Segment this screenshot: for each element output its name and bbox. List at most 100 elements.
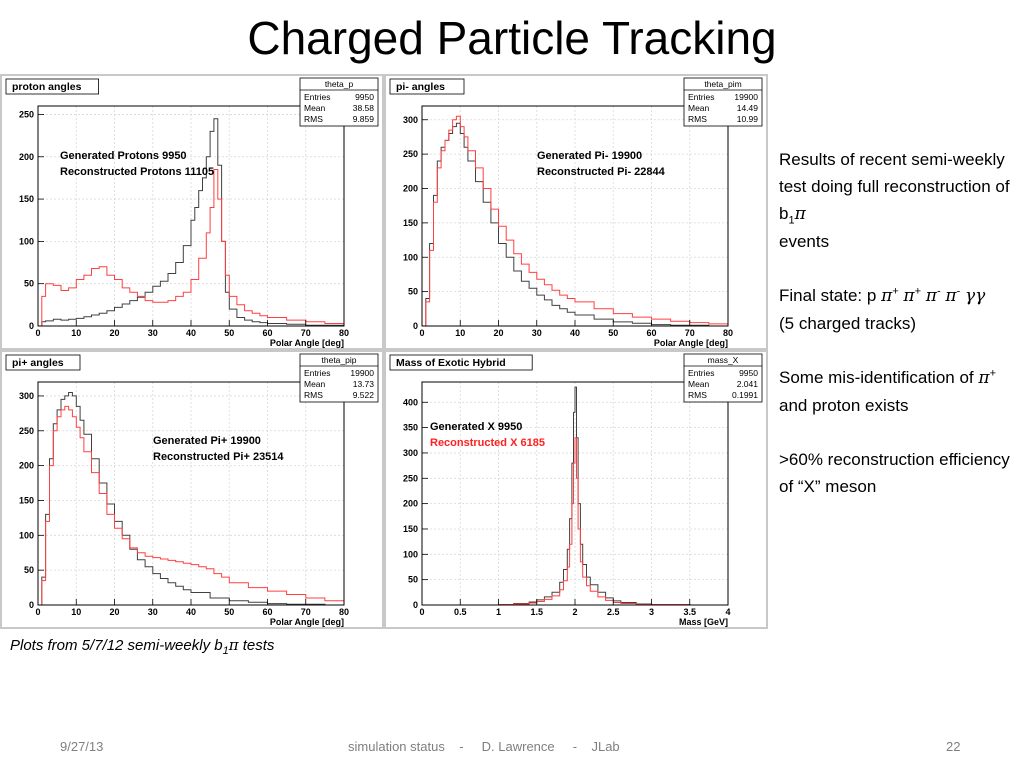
- y-tick-label: 200: [403, 184, 418, 194]
- y-tick-label: 0: [29, 600, 34, 610]
- y-tick-label: 250: [403, 149, 418, 159]
- stats-value: 0.1991: [732, 390, 758, 400]
- y-tick-label: 250: [19, 109, 34, 119]
- pi-plus-angles-plot: 0 10 20 30 40 50 60 70 80 0 50 100 150 200 250 300 Polar…: [2, 352, 382, 627]
- stats-value: 13.73: [353, 379, 375, 389]
- y-tick-label: 100: [19, 530, 34, 540]
- title-frame: [389, 354, 533, 371]
- series-label: Generated X 9950: [430, 421, 522, 433]
- panel-proton-angles: 0 10 20 30 40 50 60 70 80 0 50 100 150 200 250 Polar An…: [2, 76, 382, 348]
- plot-title: proton angles: [12, 81, 82, 93]
- plot-title-box: proton angles: [5, 78, 99, 95]
- x-tick-label: 40: [570, 328, 580, 338]
- y-tick-label: 150: [19, 194, 34, 204]
- series-line: [422, 115, 729, 327]
- x-tick-label: 80: [339, 607, 349, 617]
- series-label: Generated Pi+ 19900: [153, 435, 261, 447]
- stats-frame: [683, 353, 763, 403]
- x-axis-label: Polar Angle [deg]: [654, 338, 728, 348]
- x-tick-label: 70: [301, 328, 311, 338]
- y-tick-label: 250: [403, 473, 418, 483]
- x-tick-label: 10: [71, 328, 81, 338]
- series-line: [38, 405, 345, 606]
- panel-exotic-hybrid-mass: 0 0.5 1 1.5 2 2.5 3 3.5 4 0 50 100 150 200 250 300 350 40…: [386, 352, 766, 627]
- stats-box: mass_X Entries 9950 Mean 2.041 RMS 0.1991: [683, 353, 763, 403]
- stats-value: 38.58: [353, 103, 375, 113]
- series-label: Reconstructed Pi- 22844: [537, 166, 666, 178]
- y-tick-label: 50: [408, 575, 418, 585]
- x-tick-label: 30: [148, 328, 158, 338]
- stats-name: mass_X: [708, 355, 739, 365]
- particle-charge: +: [892, 285, 899, 298]
- stats-box: theta_p Entries 9950 Mean 38.58 RMS 9.859: [299, 77, 379, 127]
- x-tick-label: 40: [186, 607, 196, 617]
- plots-frame: 0 10 20 30 40 50 60 70 80 0 50 100 150 200 250 Polar An…: [0, 74, 768, 629]
- x-tick-label: 20: [109, 328, 119, 338]
- y-tick-label: 300: [19, 391, 34, 401]
- note-results: Results of recent semi-weekly test doing…: [779, 150, 1010, 251]
- panel-pi-plus-angles: 0 10 20 30 40 50 60 70 80 0 50 100 150 200 250 300 Polar…: [2, 352, 382, 627]
- x-tick-label: 0: [419, 607, 424, 617]
- y-tick-label: 250: [19, 426, 34, 436]
- footer-center: simulation status - D. Lawrence - JLab: [348, 739, 620, 754]
- stats-label: Entries: [304, 92, 330, 102]
- x-tick-label: 30: [532, 328, 542, 338]
- x-tick-label: 0: [419, 328, 424, 338]
- y-tick-label: 150: [403, 218, 418, 228]
- x-tick-label: 3: [649, 607, 654, 617]
- plot-title-box: pi- angles: [389, 78, 465, 95]
- proton-angles-plot: 0 10 20 30 40 50 60 70 80 0 50 100 150 200 250 Polar An…: [2, 76, 382, 348]
- stats-label: RMS: [688, 390, 707, 400]
- stats-frame: [683, 77, 763, 127]
- particle-symbol: π: [945, 286, 957, 306]
- y-tick-label: 300: [403, 115, 418, 125]
- x-tick-label: 20: [493, 328, 503, 338]
- series-label: Generated Protons 9950: [60, 150, 187, 162]
- x-tick-label: 80: [723, 328, 733, 338]
- plot-title: pi- angles: [396, 81, 445, 93]
- particle-symbol: γγ: [964, 286, 986, 306]
- stats-value: 19900: [350, 368, 374, 378]
- y-tick-label: 100: [403, 252, 418, 262]
- x-tick-label: 30: [148, 607, 158, 617]
- y-tick-label: 0: [29, 321, 34, 331]
- series-label: Reconstructed Pi+ 23514: [153, 451, 284, 463]
- particle-charge: -: [936, 285, 941, 298]
- stats-label: RMS: [688, 114, 707, 124]
- series-label: Reconstructed Protons 11105: [60, 166, 214, 178]
- x-tick-label: 40: [186, 328, 196, 338]
- title-frame: [5, 354, 81, 371]
- x-tick-label: 50: [224, 607, 234, 617]
- stats-name: theta_pip: [322, 355, 357, 365]
- particle-charge: -: [956, 285, 961, 298]
- stats-frame: [299, 353, 379, 403]
- plot-title-box: Mass of Exotic Hybrid: [389, 354, 533, 371]
- panel-pi-minus-angles: 0 10 20 30 40 50 60 70 80 0 50 100 150 200 250 300 Polar…: [386, 76, 766, 348]
- note-efficiency: >60% reconstruction efficiency of “X” me…: [779, 450, 1010, 496]
- stats-value: 9950: [739, 368, 758, 378]
- x-tick-label: 60: [262, 328, 272, 338]
- x-tick-label: 60: [646, 328, 656, 338]
- stats-frame: [299, 77, 379, 127]
- x-tick-label: 50: [608, 328, 618, 338]
- x-axis-label: Polar Angle [deg]: [270, 338, 344, 348]
- stats-value: 9.859: [353, 114, 375, 124]
- footer-date: 9/27/13: [60, 739, 104, 754]
- stats-name: theta_pim: [704, 79, 741, 89]
- stats-label: Mean: [304, 379, 326, 389]
- stats-label: Mean: [688, 379, 710, 389]
- x-tick-label: 10: [455, 328, 465, 338]
- stats-label: Entries: [304, 368, 330, 378]
- plot-title: Mass of Exotic Hybrid: [396, 357, 506, 369]
- x-axis-label: Polar Angle [deg]: [270, 617, 344, 627]
- x-tick-label: 3.5: [683, 607, 696, 617]
- series-line: [38, 118, 345, 327]
- x-tick-label: 70: [301, 607, 311, 617]
- slide-title: Charged Particle Tracking: [247, 12, 777, 64]
- title-frame: [389, 78, 465, 95]
- notes-text: Results of recent semi-weekly test doing…: [779, 146, 1019, 500]
- particle-symbol: π: [881, 286, 893, 306]
- particle-symbol: π: [903, 286, 915, 306]
- stats-label: Mean: [688, 103, 710, 113]
- series-label: Reconstructed X 6185: [430, 437, 545, 449]
